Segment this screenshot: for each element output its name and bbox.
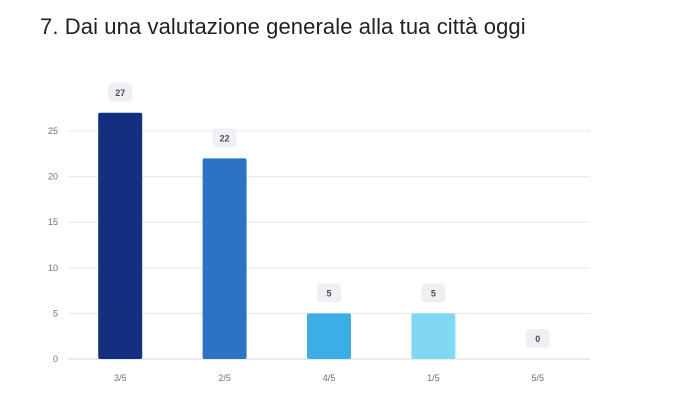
y-tick-label: 25	[48, 126, 58, 136]
y-tick-label: 5	[53, 308, 58, 318]
y-tick-label: 20	[48, 172, 58, 182]
y-axis: 0 5 10 15 20 25	[48, 126, 58, 364]
y-tick-label: 15	[48, 217, 58, 227]
page-title: 7. Dai una valutazione generale alla tua…	[40, 14, 526, 39]
data-label-box	[525, 329, 550, 348]
data-labels: 27 22 5 5 0	[108, 82, 550, 348]
y-tick-label: 0	[53, 354, 58, 364]
data-label: 0	[535, 334, 540, 344]
y-tick-label: 10	[48, 263, 58, 273]
data-label: 5	[326, 288, 331, 298]
x-tick-label: 1/5	[427, 373, 440, 383]
data-label: 5	[431, 288, 436, 298]
data-label-box	[421, 283, 446, 303]
data-label-box	[212, 128, 237, 148]
bars	[98, 112, 456, 359]
data-label-box	[317, 283, 341, 303]
bar-2-5	[202, 158, 247, 359]
x-tick-label: 5/5	[532, 373, 545, 383]
x-tick-label: 2/5	[218, 373, 231, 383]
data-label: 27	[115, 88, 125, 98]
bar-4-5	[307, 313, 351, 359]
bar-3-5	[98, 112, 143, 359]
data-label: 22	[220, 133, 230, 143]
bar-1-5	[411, 313, 456, 359]
x-axis: 3/5 2/5 4/5 1/5 5/5	[114, 373, 544, 383]
x-tick-label: 4/5	[323, 373, 336, 383]
data-label-box	[108, 82, 133, 102]
x-tick-label: 3/5	[114, 373, 127, 383]
